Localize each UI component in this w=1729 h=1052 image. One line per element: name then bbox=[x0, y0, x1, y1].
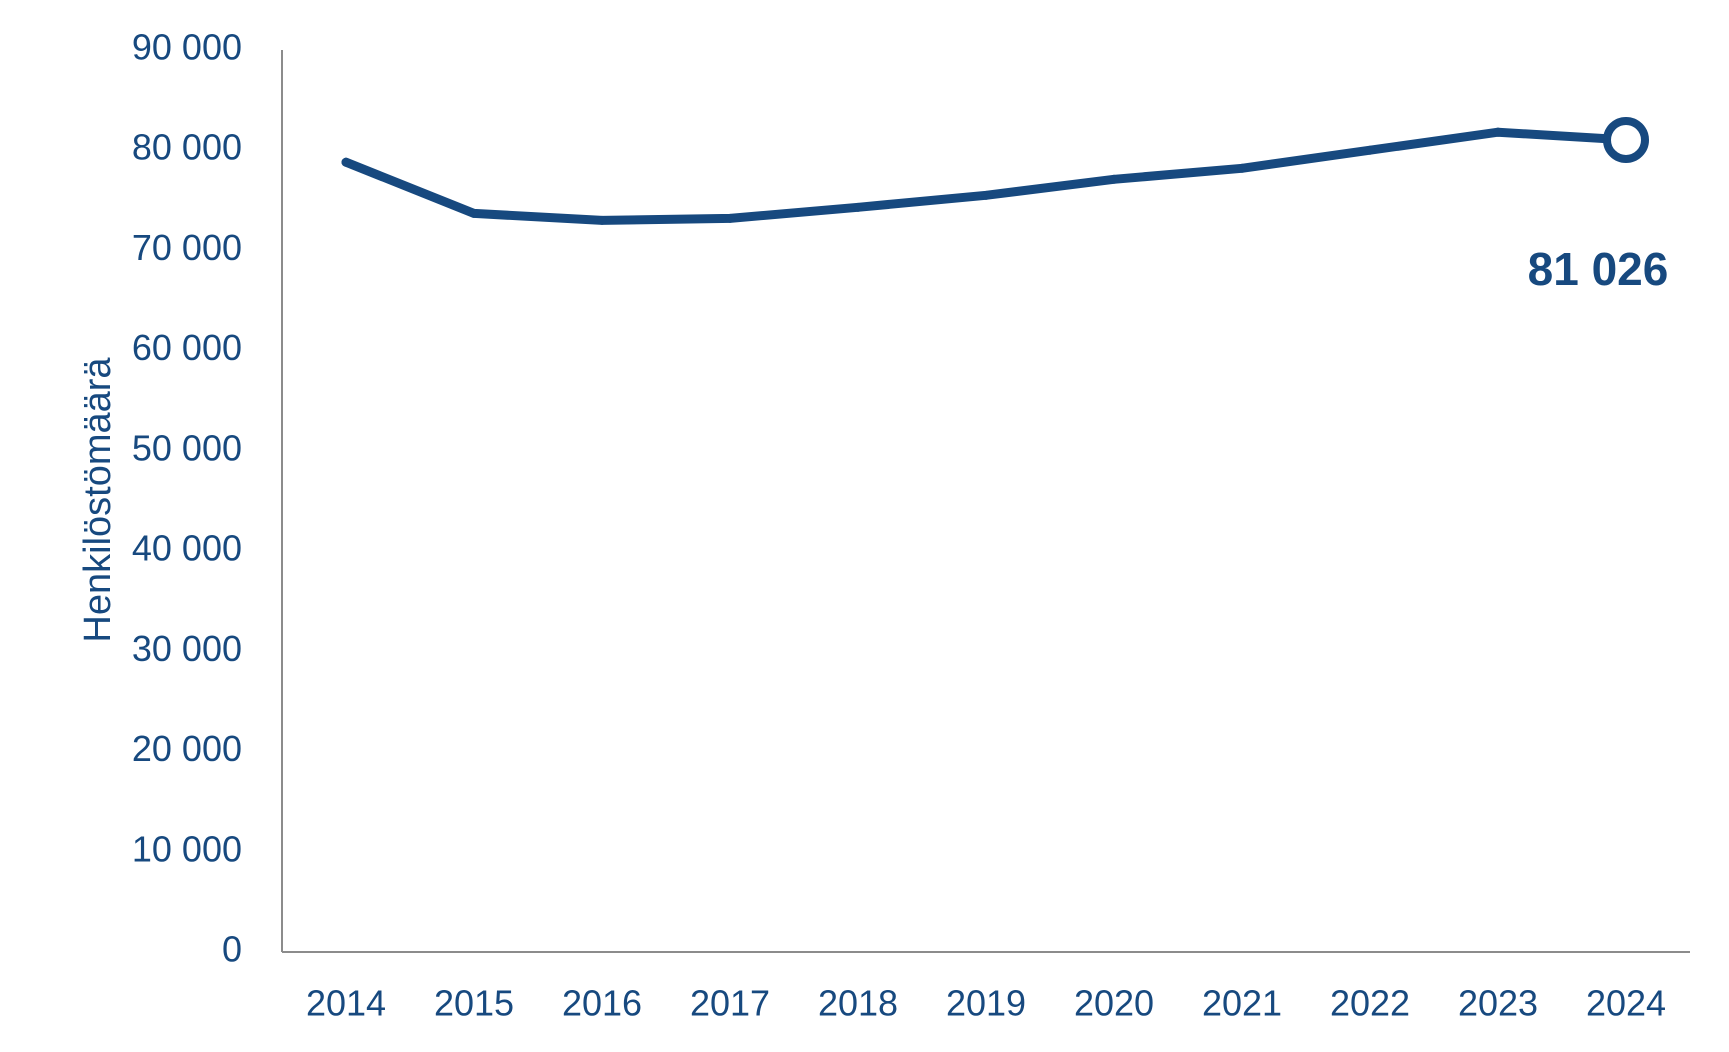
series-line bbox=[341, 127, 1631, 225]
data-point bbox=[853, 202, 863, 212]
data-point bbox=[341, 157, 351, 167]
x-tick-label: 2023 bbox=[1458, 983, 1538, 1024]
x-tick-label: 2016 bbox=[562, 983, 642, 1024]
y-tick-label: 0 bbox=[222, 929, 242, 970]
x-tick-label: 2017 bbox=[690, 983, 770, 1024]
data-point bbox=[597, 215, 607, 225]
end-value-label: 81 026 bbox=[1528, 243, 1669, 295]
y-tick-label: 30 000 bbox=[132, 628, 242, 669]
x-tick-label: 2024 bbox=[1586, 983, 1666, 1024]
y-axis-label-group: Henkilöstömäärä bbox=[77, 357, 119, 643]
x-tick-label: 2018 bbox=[818, 983, 898, 1024]
x-tick-label: 2014 bbox=[306, 983, 386, 1024]
x-tick-label: 2019 bbox=[946, 983, 1026, 1024]
data-point bbox=[1109, 174, 1119, 184]
data-point bbox=[725, 213, 735, 223]
y-tick-label: 50 000 bbox=[132, 427, 242, 468]
x-tick-label: 2021 bbox=[1202, 983, 1282, 1024]
end-point-marker bbox=[1603, 116, 1649, 163]
y-axis-label: Henkilöstömäärä bbox=[77, 357, 119, 643]
data-point bbox=[469, 208, 479, 218]
data-point bbox=[1493, 127, 1503, 137]
y-tick-label: 80 000 bbox=[132, 127, 242, 168]
data-point bbox=[981, 190, 991, 200]
y-tick-label: 70 000 bbox=[132, 227, 242, 268]
x-tick-labels: 2014 2015 2016 2017 2018 2019 2020 2021 2022 2023… bbox=[306, 983, 1666, 1024]
y-tick-label: 10 000 bbox=[132, 828, 242, 869]
y-tick-labels: 0 10 000 20 000 30 000 40 000 50 000 60 000 70 … bbox=[132, 27, 242, 970]
y-tick-label: 60 000 bbox=[132, 327, 242, 368]
x-tick-label: 2022 bbox=[1330, 983, 1410, 1024]
y-tick-label: 40 000 bbox=[132, 528, 242, 569]
data-point bbox=[1237, 163, 1247, 173]
data-point bbox=[1365, 145, 1375, 155]
data-points bbox=[341, 116, 1649, 225]
x-tick-label: 2020 bbox=[1074, 983, 1154, 1024]
y-tick-label: 90 000 bbox=[132, 27, 242, 68]
x-tick-label: 2015 bbox=[434, 983, 514, 1024]
y-tick-label: 20 000 bbox=[132, 728, 242, 769]
